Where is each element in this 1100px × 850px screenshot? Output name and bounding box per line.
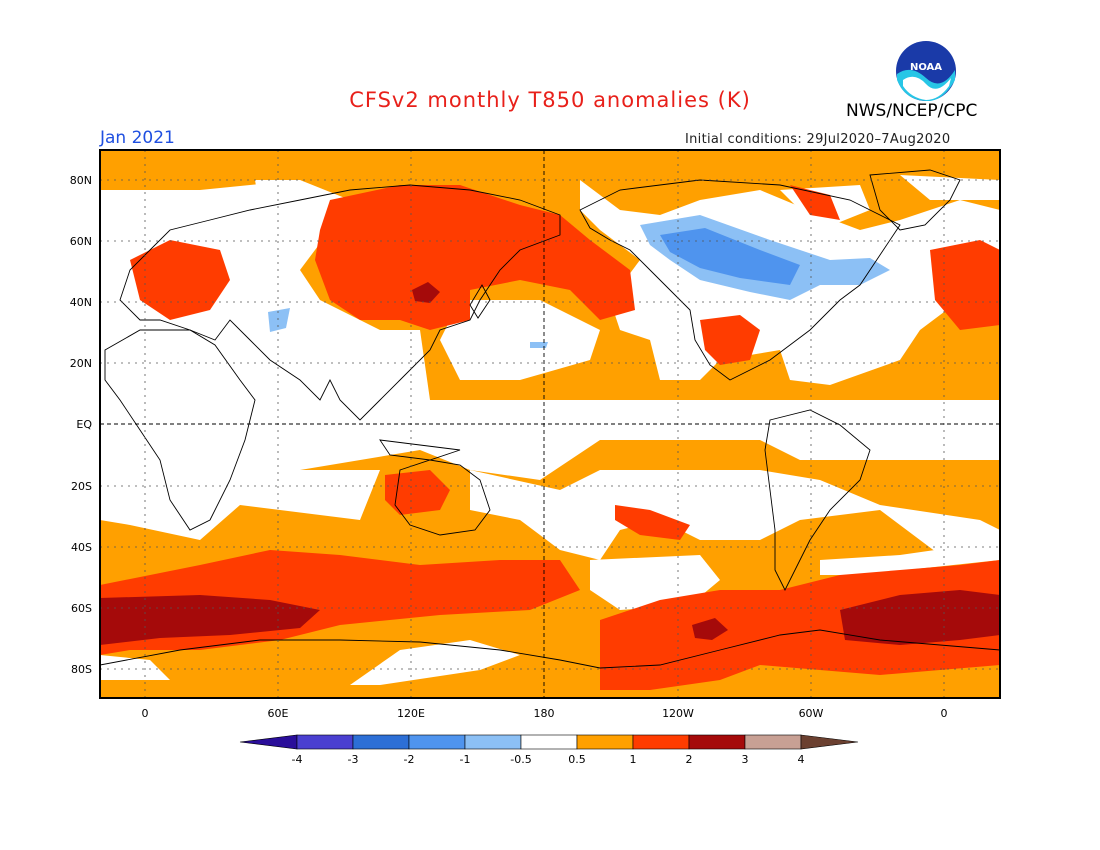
lon-labels: 0 60E 120E 180 120W 60W 0 xyxy=(142,707,948,720)
colorbar-label: 3 xyxy=(742,753,749,766)
colorbar-bin xyxy=(744,734,802,750)
lat-label: 20S xyxy=(71,480,92,493)
colorbar-label: -2 xyxy=(404,753,415,766)
lat-label: EQ xyxy=(76,418,92,431)
lat-label: 80S xyxy=(71,663,92,676)
lat-label: 40S xyxy=(71,541,92,554)
colorbar-label: 0.5 xyxy=(568,753,586,766)
lat-label: 60S xyxy=(71,602,92,615)
noaa-logo: NOAA xyxy=(896,41,956,102)
map-field xyxy=(100,150,1000,698)
colorbar-label: 4 xyxy=(798,753,805,766)
colorbar-bin xyxy=(688,734,746,750)
lon-label: 60W xyxy=(799,707,824,720)
colorbar-label: -1 xyxy=(460,753,471,766)
forecast-month: Jan 2021 xyxy=(100,128,175,148)
colorbar-label: 2 xyxy=(686,753,693,766)
lon-label: 60E xyxy=(268,707,289,720)
colorbar-bin xyxy=(464,734,522,750)
colorbar-bin xyxy=(408,734,466,750)
lat-label: 80N xyxy=(70,174,92,187)
blue-regions xyxy=(268,215,890,348)
initial-conditions: Initial conditions: 29Jul2020–7Aug2020 xyxy=(685,132,951,147)
agency-label: NWS/NCEP/CPC xyxy=(846,101,978,121)
colorbar-bin xyxy=(352,734,410,750)
lat-label: 40N xyxy=(70,296,92,309)
logo-text: NOAA xyxy=(910,62,942,73)
lon-label: 0 xyxy=(941,707,948,720)
colorbar-bin xyxy=(296,734,354,750)
colorbar-label: -3 xyxy=(348,753,359,766)
coastlines xyxy=(100,169,1000,669)
colorbar xyxy=(239,734,859,750)
map-frame xyxy=(99,149,1001,699)
dark-red-regions xyxy=(100,282,1000,645)
colorbar-labels: -4 -3 -2 -1 -0.5 0.5 1 2 3 4 xyxy=(292,753,805,766)
colorbar-bin xyxy=(520,734,578,750)
colorbar-label: 1 xyxy=(630,753,637,766)
equator-dateline xyxy=(100,150,1000,698)
colorbar-label: -4 xyxy=(292,753,303,766)
lon-label: 0 xyxy=(142,707,149,720)
lat-labels: 80N 60N 40N 20N EQ 20S 40S 60S 80S xyxy=(70,174,93,676)
colorbar-bin xyxy=(632,734,690,750)
lon-label: 120E xyxy=(397,707,425,720)
colorbar-bin xyxy=(576,734,634,750)
lon-label: 180 xyxy=(534,707,555,720)
map-title: CFSv2 monthly T850 anomalies (K) xyxy=(349,88,751,112)
lat-label: 60N xyxy=(70,235,92,248)
colorbar-bin xyxy=(800,734,859,750)
lat-label: 20N xyxy=(70,357,92,370)
colorbar-label: -0.5 xyxy=(510,753,531,766)
lon-label: 120W xyxy=(662,707,694,720)
colorbar-bin xyxy=(239,734,298,750)
